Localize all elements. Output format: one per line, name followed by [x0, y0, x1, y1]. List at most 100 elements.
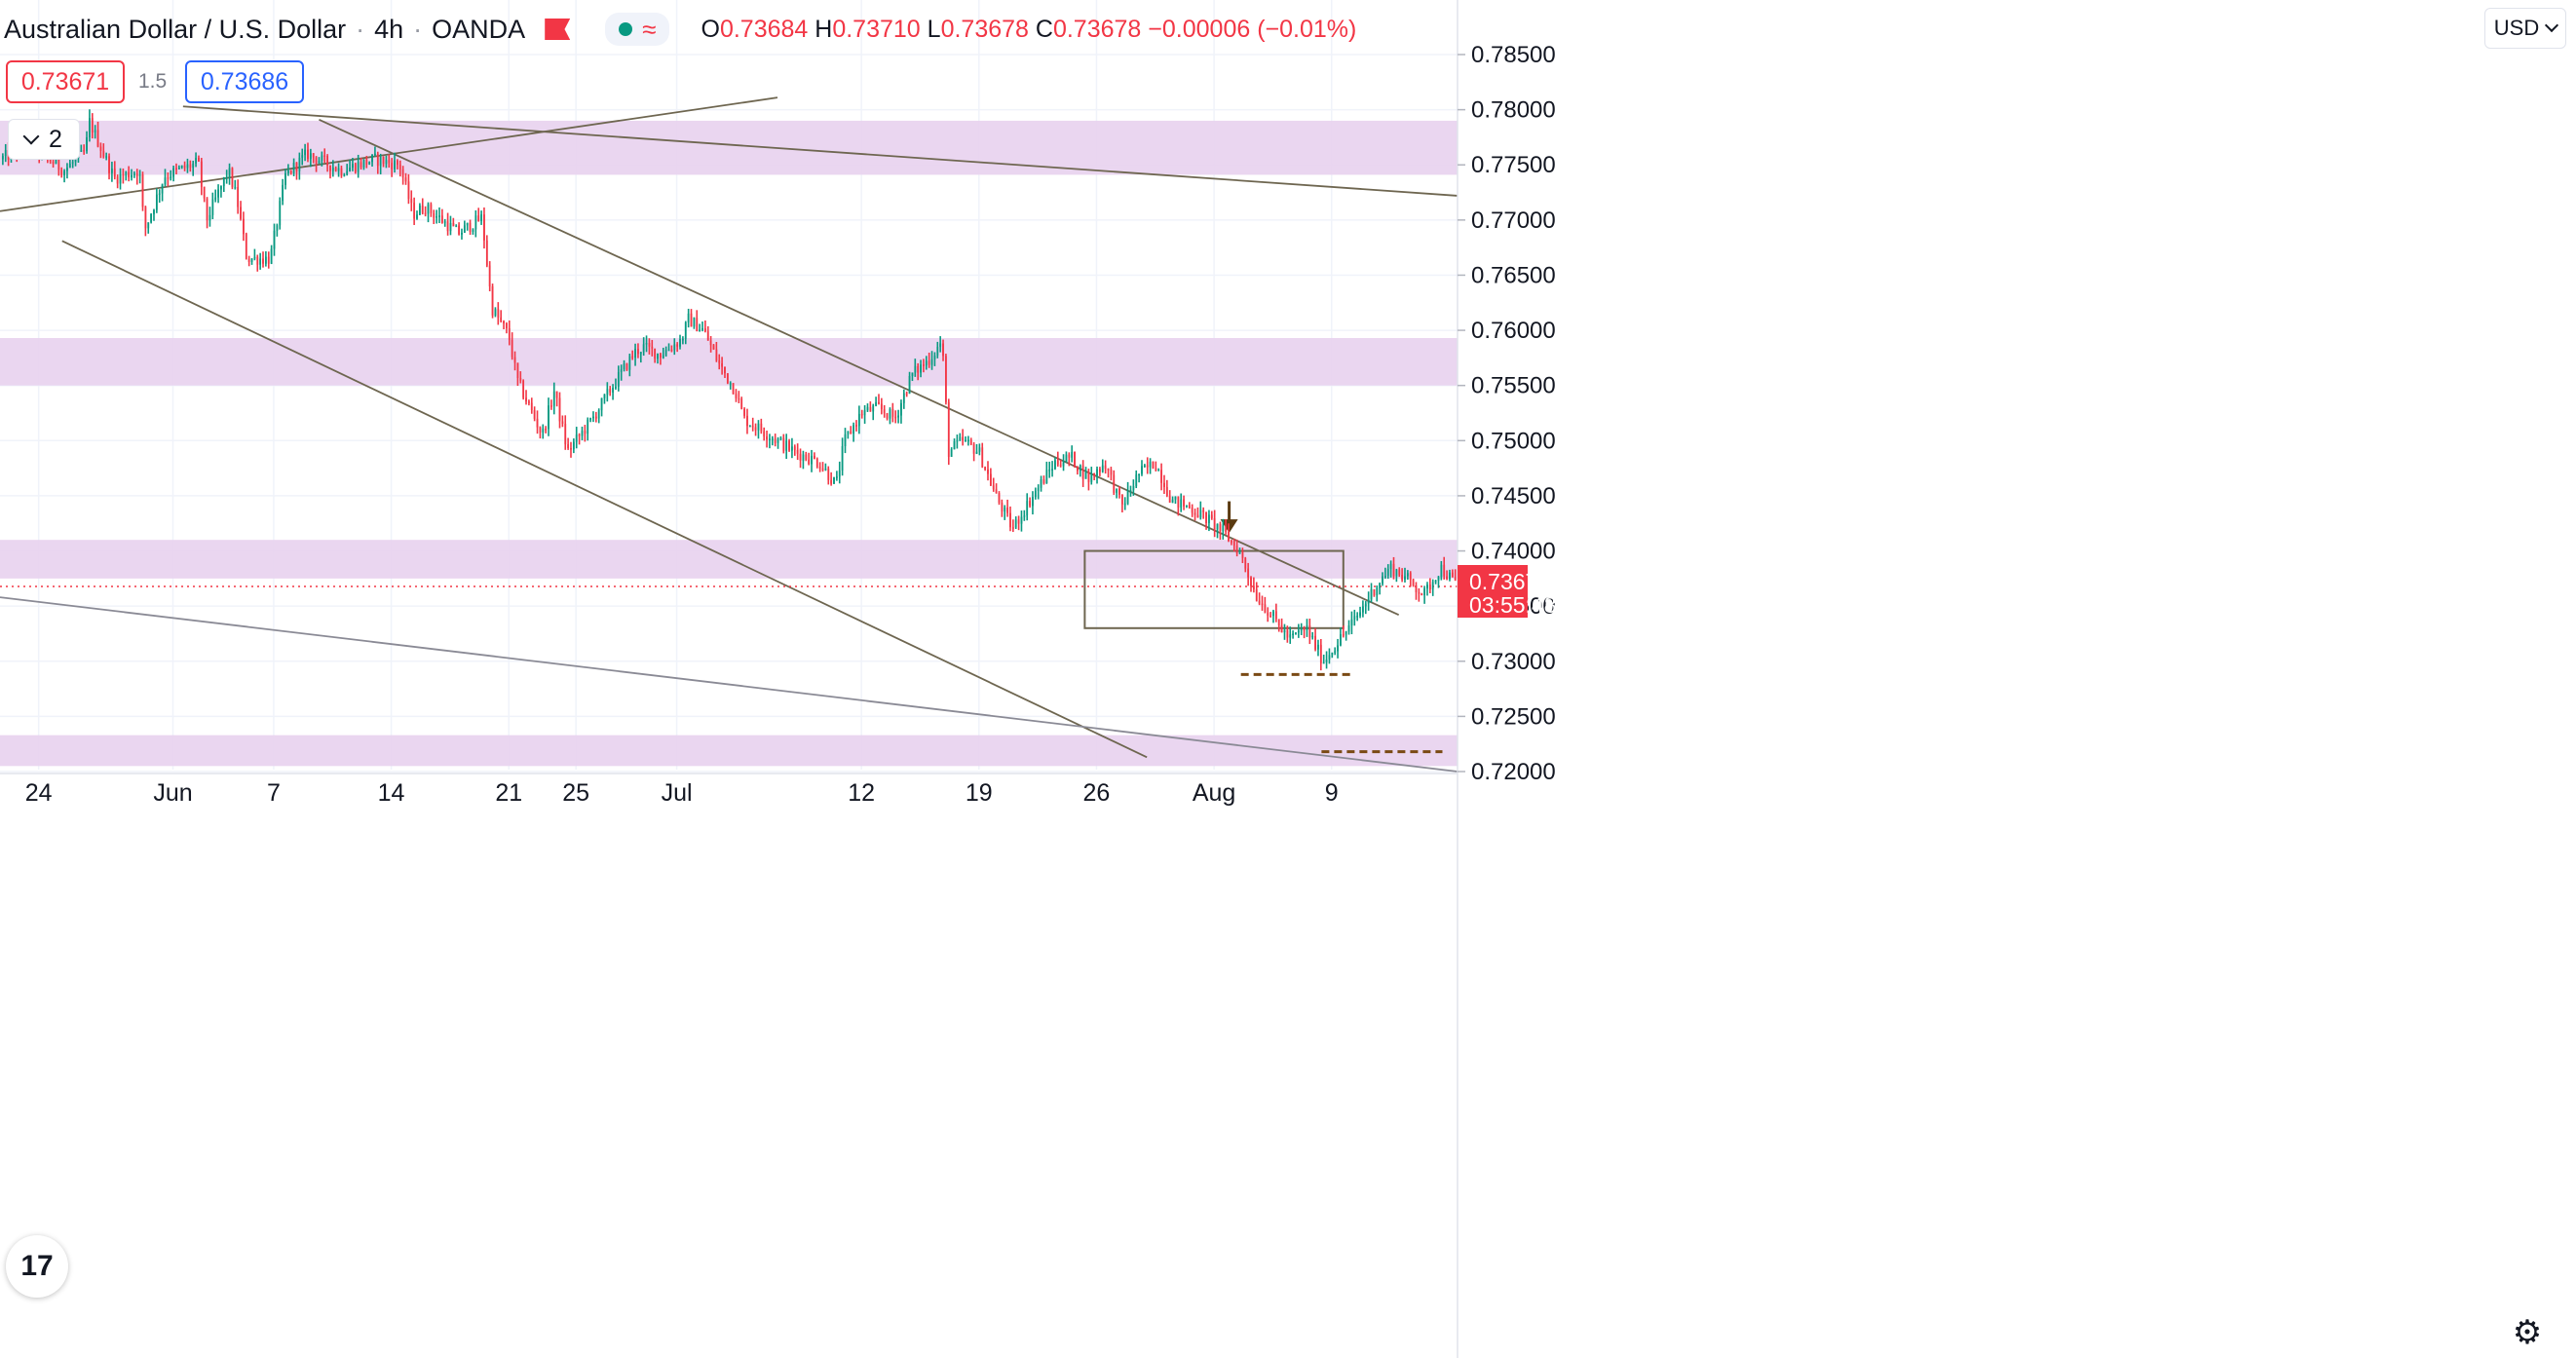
candle-body: [1241, 550, 1244, 558]
candle-body: [240, 207, 242, 219]
candle-body: [1068, 454, 1071, 458]
candle-body: [676, 344, 679, 347]
candle-body: [491, 286, 494, 316]
candle-body: [298, 157, 301, 171]
flag-icon[interactable]: [545, 19, 571, 40]
candle-body: [1446, 576, 1448, 580]
candle-body: [1337, 645, 1339, 652]
candle-body: [857, 413, 860, 427]
candle-body: [729, 383, 732, 385]
price-tick-label: 0.74000: [1471, 539, 1556, 565]
candle-body: [821, 468, 824, 471]
candle-body: [561, 421, 564, 425]
candle-body: [1001, 503, 1004, 512]
candle-body: [552, 391, 555, 406]
gear-icon[interactable]: ⚙: [2512, 1314, 2543, 1351]
candle-body: [1370, 588, 1373, 600]
candle-body: [575, 434, 578, 442]
candle-body: [175, 168, 177, 170]
open-label: O: [701, 15, 720, 43]
candle-body: [68, 163, 71, 169]
sell-button[interactable]: 0.73671: [6, 60, 125, 103]
candle-body: [284, 173, 286, 185]
candle-body: [443, 221, 446, 223]
candle-body: [430, 204, 433, 213]
candle-body: [1099, 469, 1101, 472]
candle-body: [818, 467, 821, 469]
candle-body: [357, 162, 360, 172]
candle-body: [654, 348, 657, 359]
candle-body: [1141, 466, 1143, 474]
candle-body: [597, 410, 600, 419]
candle-body: [673, 344, 676, 351]
candle-body: [542, 429, 545, 433]
currency-select[interactable]: USD: [2484, 8, 2566, 49]
candle-body: [494, 309, 497, 316]
last-price-label: 0.73678: [1469, 569, 1550, 594]
candle-body: [894, 416, 897, 419]
candle-body: [279, 201, 282, 226]
candle-body: [488, 265, 491, 287]
candle-body: [440, 215, 443, 223]
candle-body: [1029, 501, 1031, 507]
candle-body: [1129, 490, 1132, 492]
candle-body: [503, 321, 505, 324]
delay-wave-icon: ≈: [642, 15, 657, 44]
range-box: [1083, 549, 1345, 629]
candle-body: [155, 194, 158, 210]
candle-body: [161, 184, 164, 194]
candle-body: [1311, 635, 1314, 638]
candle-body: [1216, 524, 1219, 530]
candle-body: [289, 170, 292, 173]
candle-body: [1314, 635, 1316, 650]
candle-body: [74, 158, 77, 163]
candle-body: [1319, 644, 1322, 663]
indicators-collapse-button[interactable]: 2: [8, 119, 80, 160]
candle-body: [334, 168, 337, 171]
candle-body: [198, 158, 200, 162]
candle-body: [1267, 612, 1269, 616]
candle-body: [1074, 451, 1076, 468]
candle-body: [1104, 465, 1107, 470]
candle-body: [1048, 470, 1051, 472]
candle-body: [1, 156, 4, 160]
tradingview-logo[interactable]: 17: [6, 1235, 68, 1298]
candle-body: [321, 155, 323, 162]
candle-body: [1306, 625, 1308, 630]
candle-body: [567, 444, 570, 449]
interval-label[interactable]: 4h: [374, 14, 404, 44]
market-status-pill[interactable]: ≈: [605, 13, 670, 46]
candle-body: [461, 232, 463, 235]
candle-body: [1191, 508, 1193, 513]
candle-body: [329, 165, 331, 171]
candle-body: [549, 405, 552, 407]
candle-body: [346, 170, 349, 175]
candle-body: [908, 375, 911, 395]
candle-body: [584, 431, 587, 434]
candle-body: [262, 258, 264, 264]
candle-body: [267, 256, 270, 264]
candle-body: [785, 440, 788, 451]
candle-body: [1208, 514, 1210, 523]
countdown-label: 03:55:48: [1469, 592, 1557, 618]
broker-label[interactable]: OANDA: [432, 14, 526, 44]
candle-body: [564, 424, 567, 445]
candle-body: [474, 215, 477, 230]
symbol-title[interactable]: Australian Dollar / U.S. Dollar: [4, 14, 347, 44]
candle-body: [592, 416, 594, 419]
candle-body: [796, 449, 799, 454]
buy-button[interactable]: 0.73686: [185, 60, 304, 103]
candle-body: [131, 174, 133, 178]
candle-body: [942, 343, 944, 357]
candle-body: [111, 169, 113, 173]
candle-body: [304, 149, 306, 156]
candle-body: [933, 355, 936, 359]
ohlc-values: O0.73684 H0.73710 L0.73678 C0.73678 −0.0…: [701, 16, 1356, 44]
candle-body: [925, 360, 928, 366]
candle-body: [1228, 531, 1230, 542]
candle-body: [969, 439, 972, 445]
candle-body: [234, 186, 237, 189]
candle-body: [391, 163, 394, 170]
